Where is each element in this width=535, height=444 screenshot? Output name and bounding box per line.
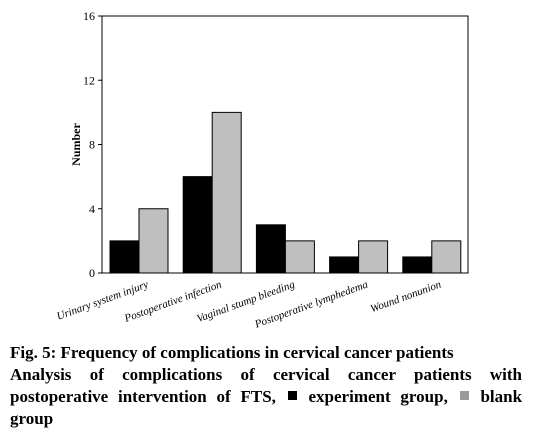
y-tick-label: 4 <box>89 202 95 216</box>
y-axis-label: Number <box>69 123 83 166</box>
experiment-bar <box>402 256 433 274</box>
blank-legend-swatch <box>459 391 469 400</box>
blank-bar <box>284 240 315 274</box>
caption-description-text: Analysis of complications of cervical ca… <box>10 365 522 406</box>
y-tick-label: 0 <box>89 266 95 280</box>
experiment-bar <box>255 224 286 274</box>
blank-bar <box>138 208 169 274</box>
caption-description: Analysis of complications of cervical ca… <box>10 364 522 430</box>
x-category-label: Wound nonunion <box>369 278 444 315</box>
blank-legend-label: blank group <box>10 387 523 428</box>
blank-bar <box>211 111 242 274</box>
y-tick-label: 8 <box>89 138 95 152</box>
blank-bar <box>358 240 389 274</box>
caption-title: Fig. 5: Frequency of complications in ce… <box>10 343 454 362</box>
blank-bar <box>431 240 462 274</box>
experiment-bar <box>329 256 360 274</box>
experiment-legend-label: experiment group, <box>308 387 448 406</box>
y-tick-label: 12 <box>83 73 95 87</box>
experiment-legend-swatch <box>287 391 297 400</box>
y-tick-label: 16 <box>83 9 95 23</box>
experiment-bar <box>182 176 213 274</box>
experiment-bar <box>109 240 140 274</box>
figure-caption: Fig. 5: Frequency of complications in ce… <box>10 342 522 430</box>
